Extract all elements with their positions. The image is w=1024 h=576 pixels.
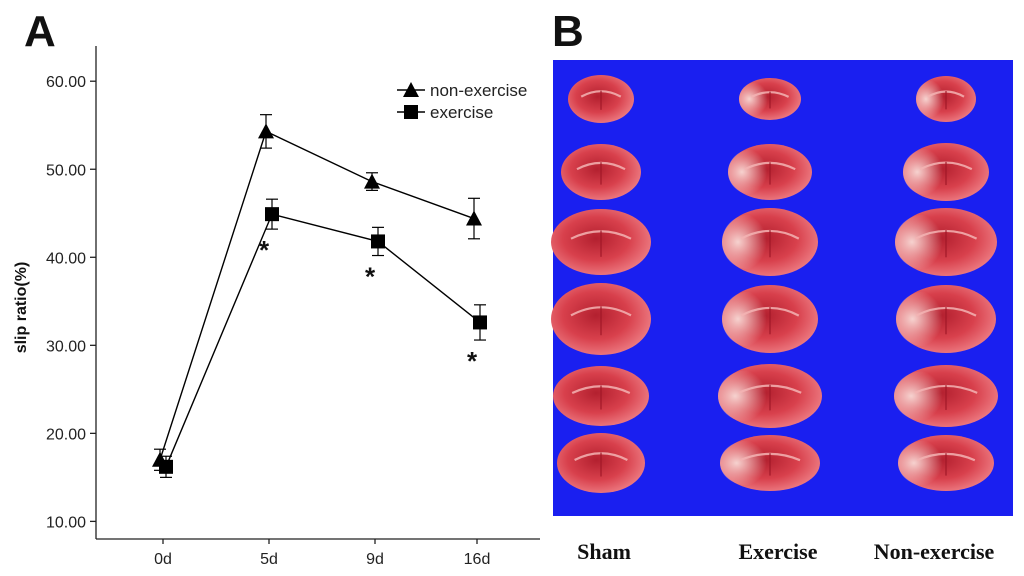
y-axis-title: slip ratio(%) — [13, 262, 30, 354]
square-marker — [404, 105, 418, 119]
brain-slice — [551, 209, 651, 275]
panel-b-label: B — [552, 7, 584, 56]
x-tick-label: 0d — [154, 551, 172, 568]
x-ticks: 0d 5d 9d 16d — [154, 539, 490, 568]
series-exercise — [159, 198, 487, 478]
brain-slice — [722, 208, 818, 276]
y-tick-label: 30.00 — [46, 338, 86, 355]
brain-slice — [561, 144, 641, 200]
photo-column-label: Exercise — [738, 539, 817, 564]
brain-slices — [551, 75, 998, 493]
brain-slice — [728, 144, 812, 200]
significance-markers: * * * — [259, 235, 478, 376]
photo-column-label: Sham — [577, 539, 631, 564]
y-tick-label: 10.00 — [46, 514, 86, 531]
series-non-exercise — [152, 114, 482, 471]
y-tick-label: 40.00 — [46, 250, 86, 267]
brain-slice — [898, 435, 994, 491]
series-layer — [152, 114, 487, 478]
brain-slice — [739, 78, 801, 120]
line-chart: 10.00 20.00 30.00 40.00 50.00 60.00 0d 5d 9d 16d… — [13, 46, 540, 568]
panel-a-label: A — [24, 7, 56, 56]
y-tick-label: 50.00 — [46, 162, 86, 179]
y-tick-label: 60.00 — [46, 74, 86, 91]
y-ticks: 10.00 20.00 30.00 40.00 50.00 60.00 — [46, 74, 96, 531]
series-line — [159, 130, 475, 460]
brain-slice — [568, 75, 634, 123]
triangle-marker — [364, 173, 380, 189]
x-tick-label: 16d — [464, 551, 491, 568]
square-marker — [159, 459, 173, 474]
triangle-marker — [466, 210, 482, 226]
brain-slice-photo: Sham Exercise Non-exercise — [551, 60, 1013, 564]
legend-entry: exercise — [430, 103, 493, 122]
brain-slice — [720, 435, 820, 491]
legend-entry: non-exercise — [430, 81, 527, 100]
brain-slice — [553, 366, 649, 426]
legend: non-exercise exercise — [397, 81, 527, 122]
significance-star: * — [259, 235, 270, 265]
brain-slice — [718, 364, 822, 428]
brain-slice — [894, 365, 998, 427]
square-marker — [473, 315, 487, 330]
brain-slice — [551, 283, 651, 355]
triangle-marker — [403, 82, 419, 97]
series-line — [165, 213, 481, 468]
square-marker — [265, 207, 279, 222]
square-marker — [371, 234, 385, 249]
brain-slice — [557, 433, 645, 493]
photo-column-label: Non-exercise — [874, 539, 995, 564]
brain-slice — [896, 285, 996, 353]
significance-star: * — [365, 262, 376, 292]
brain-slice — [895, 208, 997, 276]
x-tick-label: 9d — [366, 551, 384, 568]
photo-column-labels: Sham Exercise Non-exercise — [577, 539, 994, 564]
brain-slice — [916, 76, 976, 122]
brain-slice — [903, 143, 989, 201]
brain-slice — [722, 285, 818, 353]
x-tick-label: 5d — [260, 551, 278, 568]
significance-star: * — [467, 346, 478, 376]
y-tick-label: 20.00 — [46, 426, 86, 443]
triangle-marker — [258, 123, 274, 139]
